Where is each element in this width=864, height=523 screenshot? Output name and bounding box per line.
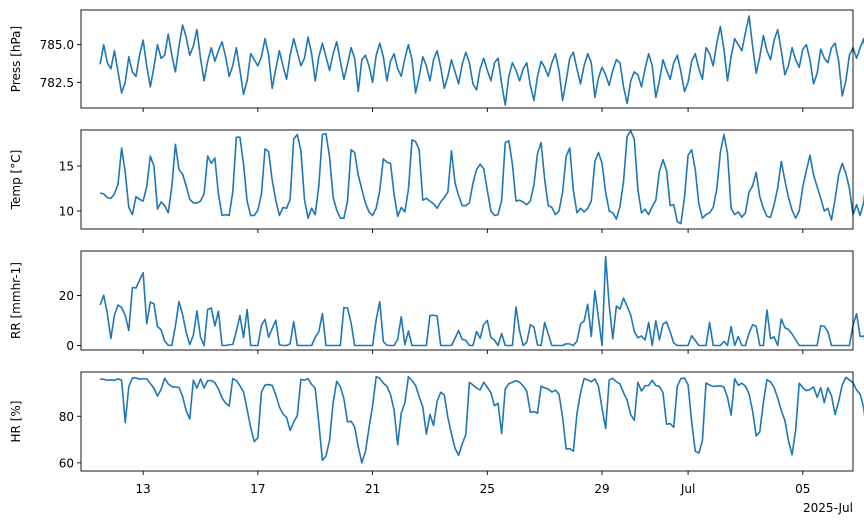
series-line-pressure: [99, 15, 864, 106]
y-tick-label: 782.5: [40, 76, 74, 90]
y-axis-label: HR [%]: [9, 401, 23, 443]
y-axis-label: RR [mmhr-1]: [9, 262, 23, 339]
panel-temperature: 10 15 Temp [°C]: [9, 129, 864, 233]
series-line-temperature: [99, 130, 864, 225]
x-offset-label: 2025-Jul: [803, 501, 853, 515]
x-axis: 13 17 21 25 29 Jul 05: [136, 482, 811, 496]
panel-pressure: 782.5 785.0 Press [hPa]: [9, 9, 864, 112]
x-tick-label: 13: [136, 482, 151, 496]
y-tick-label: 15: [59, 160, 74, 174]
x-tick-label: 21: [365, 482, 380, 496]
x-tick-label: Jul: [680, 482, 695, 496]
x-tick-label: 29: [594, 482, 609, 496]
y-tick-label: 0: [66, 339, 74, 353]
panel-humidity: 60 80 HR [%]: [9, 371, 864, 475]
series-line-rain-rate: [99, 255, 864, 347]
panel-rain-rate: 0 20 RR [mmhr-1]: [9, 250, 864, 354]
plot-frame: [80, 250, 854, 351]
y-tick-label: 785.0: [40, 38, 74, 52]
plot-frame: [80, 129, 854, 230]
y-axis-label: Press [hPa]: [9, 26, 23, 92]
plot-frame: [80, 9, 854, 109]
x-tick-label: 05: [795, 482, 810, 496]
plot-frame: [80, 371, 854, 472]
y-tick-label: 20: [59, 289, 74, 303]
x-tick-label: 17: [250, 482, 265, 496]
y-tick-label: 60: [59, 456, 74, 470]
x-tick-label: 25: [480, 482, 495, 496]
y-tick-label: 10: [59, 205, 74, 219]
series-line-humidity: [100, 375, 864, 464]
y-axis-label: Temp [°C]: [9, 150, 23, 211]
y-tick-label: 80: [59, 410, 74, 424]
